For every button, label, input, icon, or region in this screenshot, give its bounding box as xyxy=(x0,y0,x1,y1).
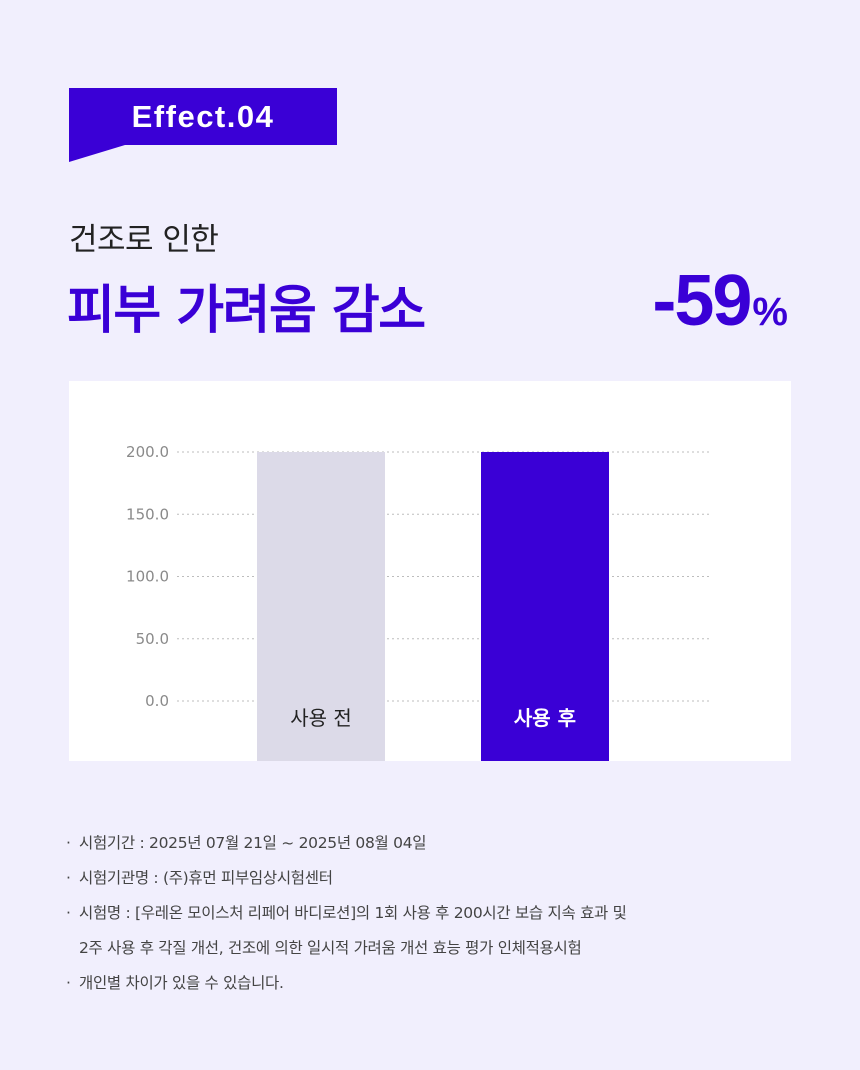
y-tick-label: 0.0 xyxy=(145,692,169,710)
y-tick-label: 150.0 xyxy=(126,505,169,523)
effect-tag-label: Effect.04 xyxy=(131,98,275,134)
headline-subtitle: 건조로 인한 xyxy=(69,222,219,258)
note-text: 2주 사용 후 각질 개선, 건조에 의한 일시적 가려움 개선 효능 평가 인… xyxy=(79,939,582,957)
bar-2 xyxy=(481,452,609,761)
y-tick-label: 200.0 xyxy=(126,443,169,461)
note-bullet: · xyxy=(66,869,71,887)
note-item: · 개인별 차이가 있을 수 있습니다. xyxy=(66,966,627,1001)
note-text: 시험명 : [우레온 모이스처 리페어 바디로션]의 1회 사용 후 200시간… xyxy=(79,904,627,922)
note-bullet: · xyxy=(66,834,71,852)
effect-tag: Effect.04 xyxy=(69,88,337,162)
note-text: 시험기관명 : (주)휴먼 피부임상시험센터 xyxy=(79,869,333,887)
note-bullet: · xyxy=(66,974,71,992)
reduction-stat-unit: % xyxy=(752,290,788,334)
note-text: 개인별 차이가 있을 수 있습니다. xyxy=(79,974,284,992)
bar-chart: 0.0 50.0 100.0 150.0 200.0 사용 전 사용 후 xyxy=(126,443,709,761)
note-item: · 시험명 : [우레온 모이스처 리페어 바디로션]의 1회 사용 후 200시… xyxy=(66,896,627,931)
note-text: 시험기간 : 2025년 07월 21일 ~ 2025년 08월 04일 xyxy=(79,834,427,852)
y-tick-label: 100.0 xyxy=(126,568,169,586)
tag-speech-tail xyxy=(69,145,125,162)
note-item-continued: 2주 사용 후 각질 개선, 건조에 의한 일시적 가려움 개선 효능 평가 인… xyxy=(66,931,627,966)
headline-title: 피부 가려움 감소 xyxy=(67,281,426,341)
y-tick-label: 50.0 xyxy=(136,630,169,648)
category-label: 사용 전 xyxy=(290,706,352,730)
category-label: 사용 후 xyxy=(514,706,576,730)
note-item: · 시험기관명 : (주)휴먼 피부임상시험센터 xyxy=(66,861,627,896)
note-item: · 시험기간 : 2025년 07월 21일 ~ 2025년 08월 04일 xyxy=(66,826,627,861)
note-bullet: · xyxy=(66,904,71,922)
bar-1 xyxy=(257,452,385,761)
reduction-stat-value: -59 xyxy=(652,261,752,341)
chart-card: 0.0 50.0 100.0 150.0 200.0 사용 전 사용 후 xyxy=(69,381,791,761)
reduction-stat: -59 % xyxy=(652,260,788,342)
test-notes: · 시험기간 : 2025년 07월 21일 ~ 2025년 08월 04일 · 시… xyxy=(66,826,627,1001)
